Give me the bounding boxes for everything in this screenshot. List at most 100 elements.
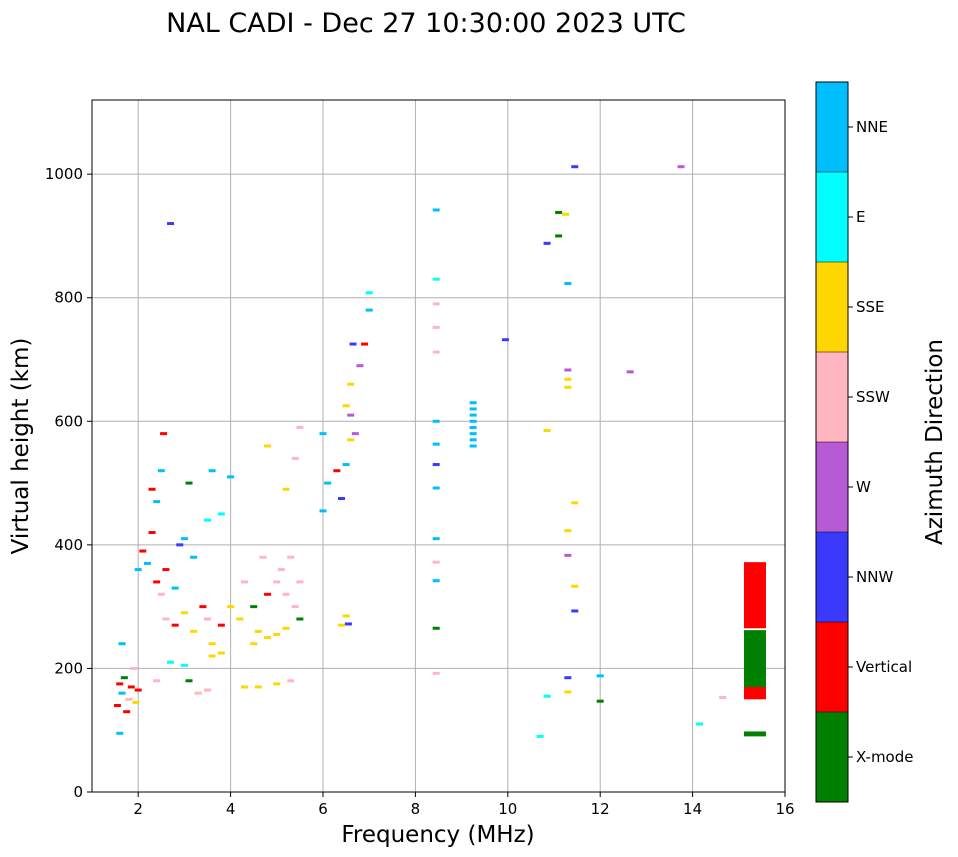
data-point — [185, 679, 193, 683]
colorbar-swatch — [816, 172, 848, 262]
data-point — [157, 592, 165, 596]
data-point — [282, 592, 290, 596]
y-tick-label: 0 — [73, 783, 83, 801]
data-point — [134, 688, 142, 692]
data-point — [194, 691, 202, 695]
data-point — [324, 481, 332, 485]
data-point — [347, 438, 355, 442]
data-point — [273, 632, 281, 636]
y-tick-label: 400 — [54, 536, 83, 554]
colorbar-swatch — [816, 262, 848, 352]
data-point — [333, 469, 341, 473]
data-point — [273, 580, 281, 584]
data-point — [204, 518, 211, 522]
colorbar-tick-label: X-mode — [856, 748, 913, 766]
data-point — [564, 676, 572, 680]
data-point — [153, 580, 161, 584]
data-point — [287, 555, 295, 559]
data-point — [432, 486, 440, 490]
data-point — [250, 605, 258, 609]
data-point — [296, 580, 304, 584]
data-point — [564, 385, 572, 389]
data-segment — [743, 731, 766, 737]
data-point — [282, 626, 290, 630]
data-point — [171, 623, 179, 627]
data-point — [626, 370, 634, 374]
data-point — [351, 432, 359, 436]
data-point — [432, 208, 440, 212]
data-point — [564, 282, 572, 286]
data-point — [250, 642, 258, 646]
colorbar-tick-label: W — [856, 478, 871, 496]
data-point — [134, 568, 142, 572]
colorbar-swatch — [816, 712, 848, 802]
data-point — [217, 651, 225, 655]
data-point — [132, 700, 140, 704]
x-tick-label: 2 — [133, 800, 143, 818]
data-point — [571, 584, 579, 588]
y-tick-label: 1000 — [45, 165, 83, 183]
data-point — [469, 432, 477, 436]
colorbar-tick-label: NNE — [856, 118, 888, 136]
data-point — [365, 291, 373, 295]
data-segment — [743, 630, 766, 691]
data-point — [719, 695, 727, 699]
data-point — [113, 704, 121, 707]
data-point — [432, 325, 440, 329]
data-point — [432, 442, 440, 446]
data-point — [282, 487, 290, 491]
data-point — [432, 671, 440, 675]
data-point — [190, 629, 198, 633]
data-point — [259, 555, 267, 559]
data-point — [469, 401, 477, 405]
plot-frame — [91, 99, 786, 793]
data-point — [564, 377, 572, 381]
data-point — [432, 560, 440, 564]
data-point — [469, 413, 477, 417]
data-point — [432, 419, 440, 423]
data-point — [296, 425, 304, 429]
colorbar-label: Azimuth Direction — [922, 339, 948, 545]
data-point — [148, 531, 156, 534]
data-point — [536, 734, 544, 738]
colorbar-tick-label: NNW — [856, 568, 893, 586]
data-point — [432, 350, 440, 354]
data-point — [208, 469, 216, 473]
data-point — [347, 413, 355, 417]
data-point — [264, 592, 272, 596]
data-point — [564, 553, 572, 557]
x-tick-label: 12 — [591, 800, 610, 818]
x-tick-label: 4 — [226, 800, 236, 818]
data-point — [273, 682, 281, 686]
data-points — [113, 165, 766, 738]
data-point — [469, 438, 477, 442]
data-point — [432, 302, 440, 306]
data-point — [562, 212, 570, 216]
data-point — [555, 210, 563, 214]
data-point — [160, 432, 168, 436]
data-point — [287, 679, 295, 683]
data-point — [180, 611, 188, 615]
data-point — [291, 456, 299, 460]
data-point — [342, 404, 350, 408]
data-point — [208, 642, 216, 646]
data-point — [337, 497, 345, 501]
data-point — [432, 537, 440, 541]
y-tick-label: 200 — [54, 659, 83, 677]
colorbar-tick-label: SSE — [856, 298, 885, 316]
data-point — [167, 222, 175, 226]
data-point — [148, 487, 156, 491]
x-axis-label: Frequency (MHz) — [341, 822, 534, 848]
colorbar-swatch — [816, 532, 848, 622]
data-point — [120, 676, 128, 680]
data-point — [190, 555, 198, 559]
data-point — [180, 663, 188, 667]
grid — [92, 100, 786, 793]
data-point — [543, 241, 551, 245]
data-point — [118, 691, 126, 695]
colorbar-tick-label: Vertical — [856, 658, 912, 676]
data-point — [571, 501, 579, 505]
data-point — [432, 463, 440, 467]
colorbar-swatch — [816, 82, 848, 172]
